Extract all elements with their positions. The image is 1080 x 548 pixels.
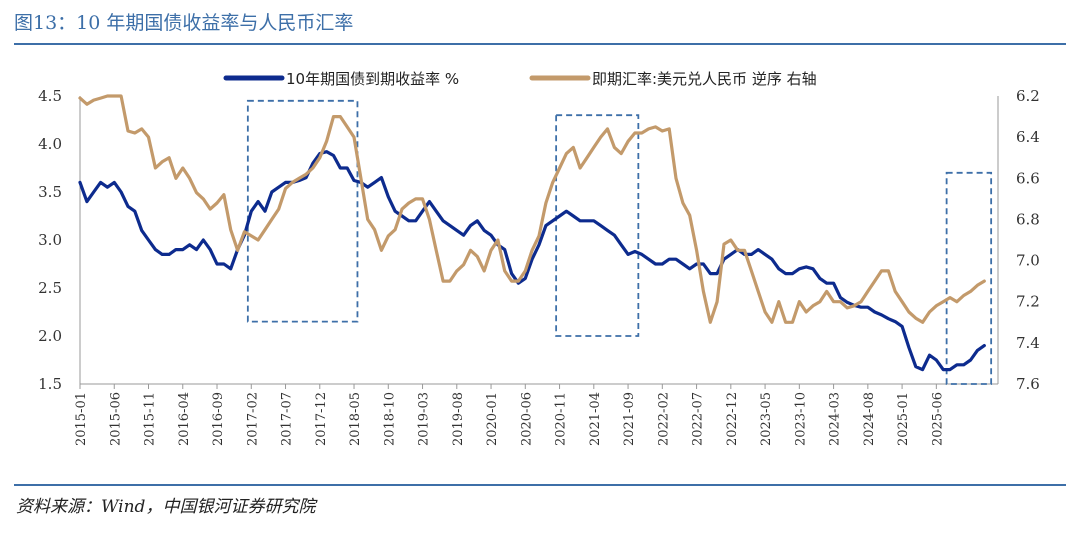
left-tick-label: 3.5 xyxy=(38,183,62,201)
highlight-boxes xyxy=(246,99,993,385)
x-tick-label: 2025-01 xyxy=(896,392,911,446)
left-tick-label: 2.5 xyxy=(38,279,62,297)
legend-label-yield: 10年期国债到期收益率 % xyxy=(286,70,459,88)
legend-label-fx: 即期汇率:美元兑人民币 逆序 右轴 xyxy=(592,70,817,88)
x-tick-label: 2015-11 xyxy=(143,392,158,446)
right-tick-label: 6.4 xyxy=(1016,128,1040,146)
left-tick-label: 4.5 xyxy=(38,87,62,105)
right-tick-label: 6.6 xyxy=(1016,169,1040,187)
x-tick-label: 2025-06 xyxy=(930,392,945,446)
x-tick-label: 2016-04 xyxy=(177,392,192,446)
x-tick-label: 2020-06 xyxy=(519,392,534,446)
highlight-box-box-2017 xyxy=(246,99,359,323)
x-tick-label: 2022-07 xyxy=(691,392,706,446)
left-tick-label: 4.0 xyxy=(38,135,62,153)
axes: 1.5 2.0 2.5 3.0 3.5 4.0 4.5 6.2 6.4 6.6 6.8 7.0 7.2 7… xyxy=(38,87,1040,446)
right-tick-label: 7.6 xyxy=(1016,375,1040,393)
x-tick-label: 2016-09 xyxy=(211,392,226,446)
x-tick-label: 2020-11 xyxy=(554,392,569,446)
x-tick-label: 2020-01 xyxy=(485,392,500,446)
x-tick-label: 2023-05 xyxy=(759,392,774,446)
footer-divider xyxy=(14,484,1066,486)
legend: 10年期国债到期收益率 % 即期汇率:美元兑人民币 逆序 右轴 xyxy=(223,70,817,88)
left-tick-label: 1.5 xyxy=(38,375,62,393)
right-tick-label: 7.0 xyxy=(1016,252,1040,270)
series-lines xyxy=(78,94,986,372)
right-tick-label: 7.4 xyxy=(1016,334,1040,352)
x-tick-label: 2019-08 xyxy=(451,392,466,446)
x-tick-label: 2017-07 xyxy=(280,392,295,446)
source-note: 资料来源：Wind，中国银河证券研究院 xyxy=(16,497,316,517)
x-tick-label: 2015-06 xyxy=(108,392,123,446)
highlight-box-box-2025 xyxy=(945,171,993,385)
x-tick-label: 2022-12 xyxy=(725,392,740,446)
title-divider xyxy=(14,43,1066,45)
right-tick-label: 6.8 xyxy=(1016,210,1040,228)
x-tick-label: 2021-09 xyxy=(622,392,637,446)
highlight-box-box-2020 xyxy=(555,114,640,337)
x-tick-label: 2024-03 xyxy=(828,392,843,446)
figure-title: 图13：10 年期国债收益率与人民币汇率 xyxy=(14,12,354,34)
right-tick-label: 6.2 xyxy=(1016,87,1040,105)
x-tick-label: 2018-05 xyxy=(348,392,363,446)
x-tick-label: 2018-10 xyxy=(382,392,397,446)
right-tick-label: 7.2 xyxy=(1016,293,1040,311)
series-line-yield xyxy=(78,150,986,372)
x-tick-label: 2019-03 xyxy=(417,392,432,446)
left-tick-label: 3.0 xyxy=(38,231,62,249)
x-tick-label: 2021-04 xyxy=(588,392,603,446)
x-tick-label: 2017-12 xyxy=(314,392,329,446)
x-tick-label: 2022-02 xyxy=(656,392,671,446)
x-tick-label: 2015-01 xyxy=(74,392,89,446)
left-tick-label: 2.0 xyxy=(38,327,62,345)
x-tick-label: 2017-02 xyxy=(245,392,260,446)
series-line-fx xyxy=(78,94,986,324)
x-tick-label: 2023-10 xyxy=(793,392,808,446)
x-tick-label: 2024-08 xyxy=(862,392,877,446)
